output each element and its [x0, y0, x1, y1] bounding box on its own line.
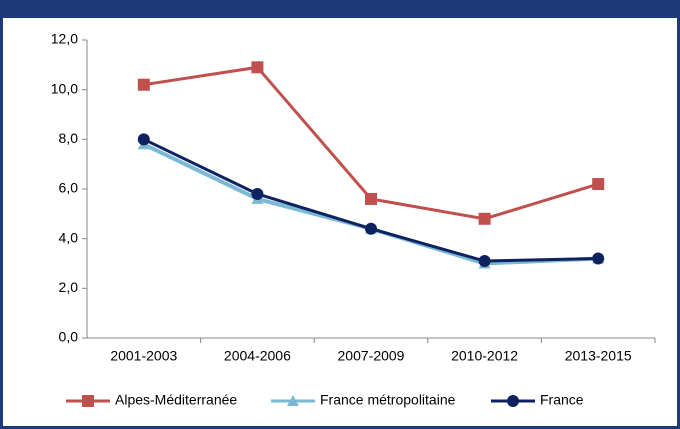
data-point [365, 222, 377, 235]
y-tick-label: 2,0 [59, 279, 79, 295]
data-point [137, 78, 150, 91]
y-tick-label: 10,0 [51, 80, 78, 96]
y-tick-label: 6,0 [59, 180, 79, 196]
legend-label: Alpes-Méditerranée [115, 392, 237, 408]
header-bar [0, 0, 680, 18]
data-point [478, 212, 491, 225]
legend-marker [507, 395, 519, 407]
x-tick-label: 2007-2009 [338, 348, 405, 364]
x-tick-label: 2001-2003 [110, 348, 177, 364]
legend-label: France métropolitaine [320, 392, 456, 408]
data-point [251, 61, 264, 74]
y-tick-label: 4,0 [59, 229, 79, 245]
data-point [592, 178, 605, 191]
data-point [365, 192, 377, 205]
legend-marker [82, 395, 94, 407]
legend-marker [287, 395, 299, 406]
data-point [251, 187, 264, 200]
y-tick-label: 12,0 [51, 31, 78, 47]
legend-label: France [540, 392, 584, 408]
x-tick-label: 2010-2012 [451, 348, 518, 364]
x-tick-label: 2013-2015 [565, 348, 632, 364]
data-point [137, 133, 150, 146]
y-tick-label: 8,0 [59, 130, 79, 146]
x-tick-label: 2004-2006 [224, 348, 291, 364]
data-point [592, 252, 605, 265]
data-point [478, 255, 491, 268]
y-tick-label: 0,0 [59, 329, 79, 345]
